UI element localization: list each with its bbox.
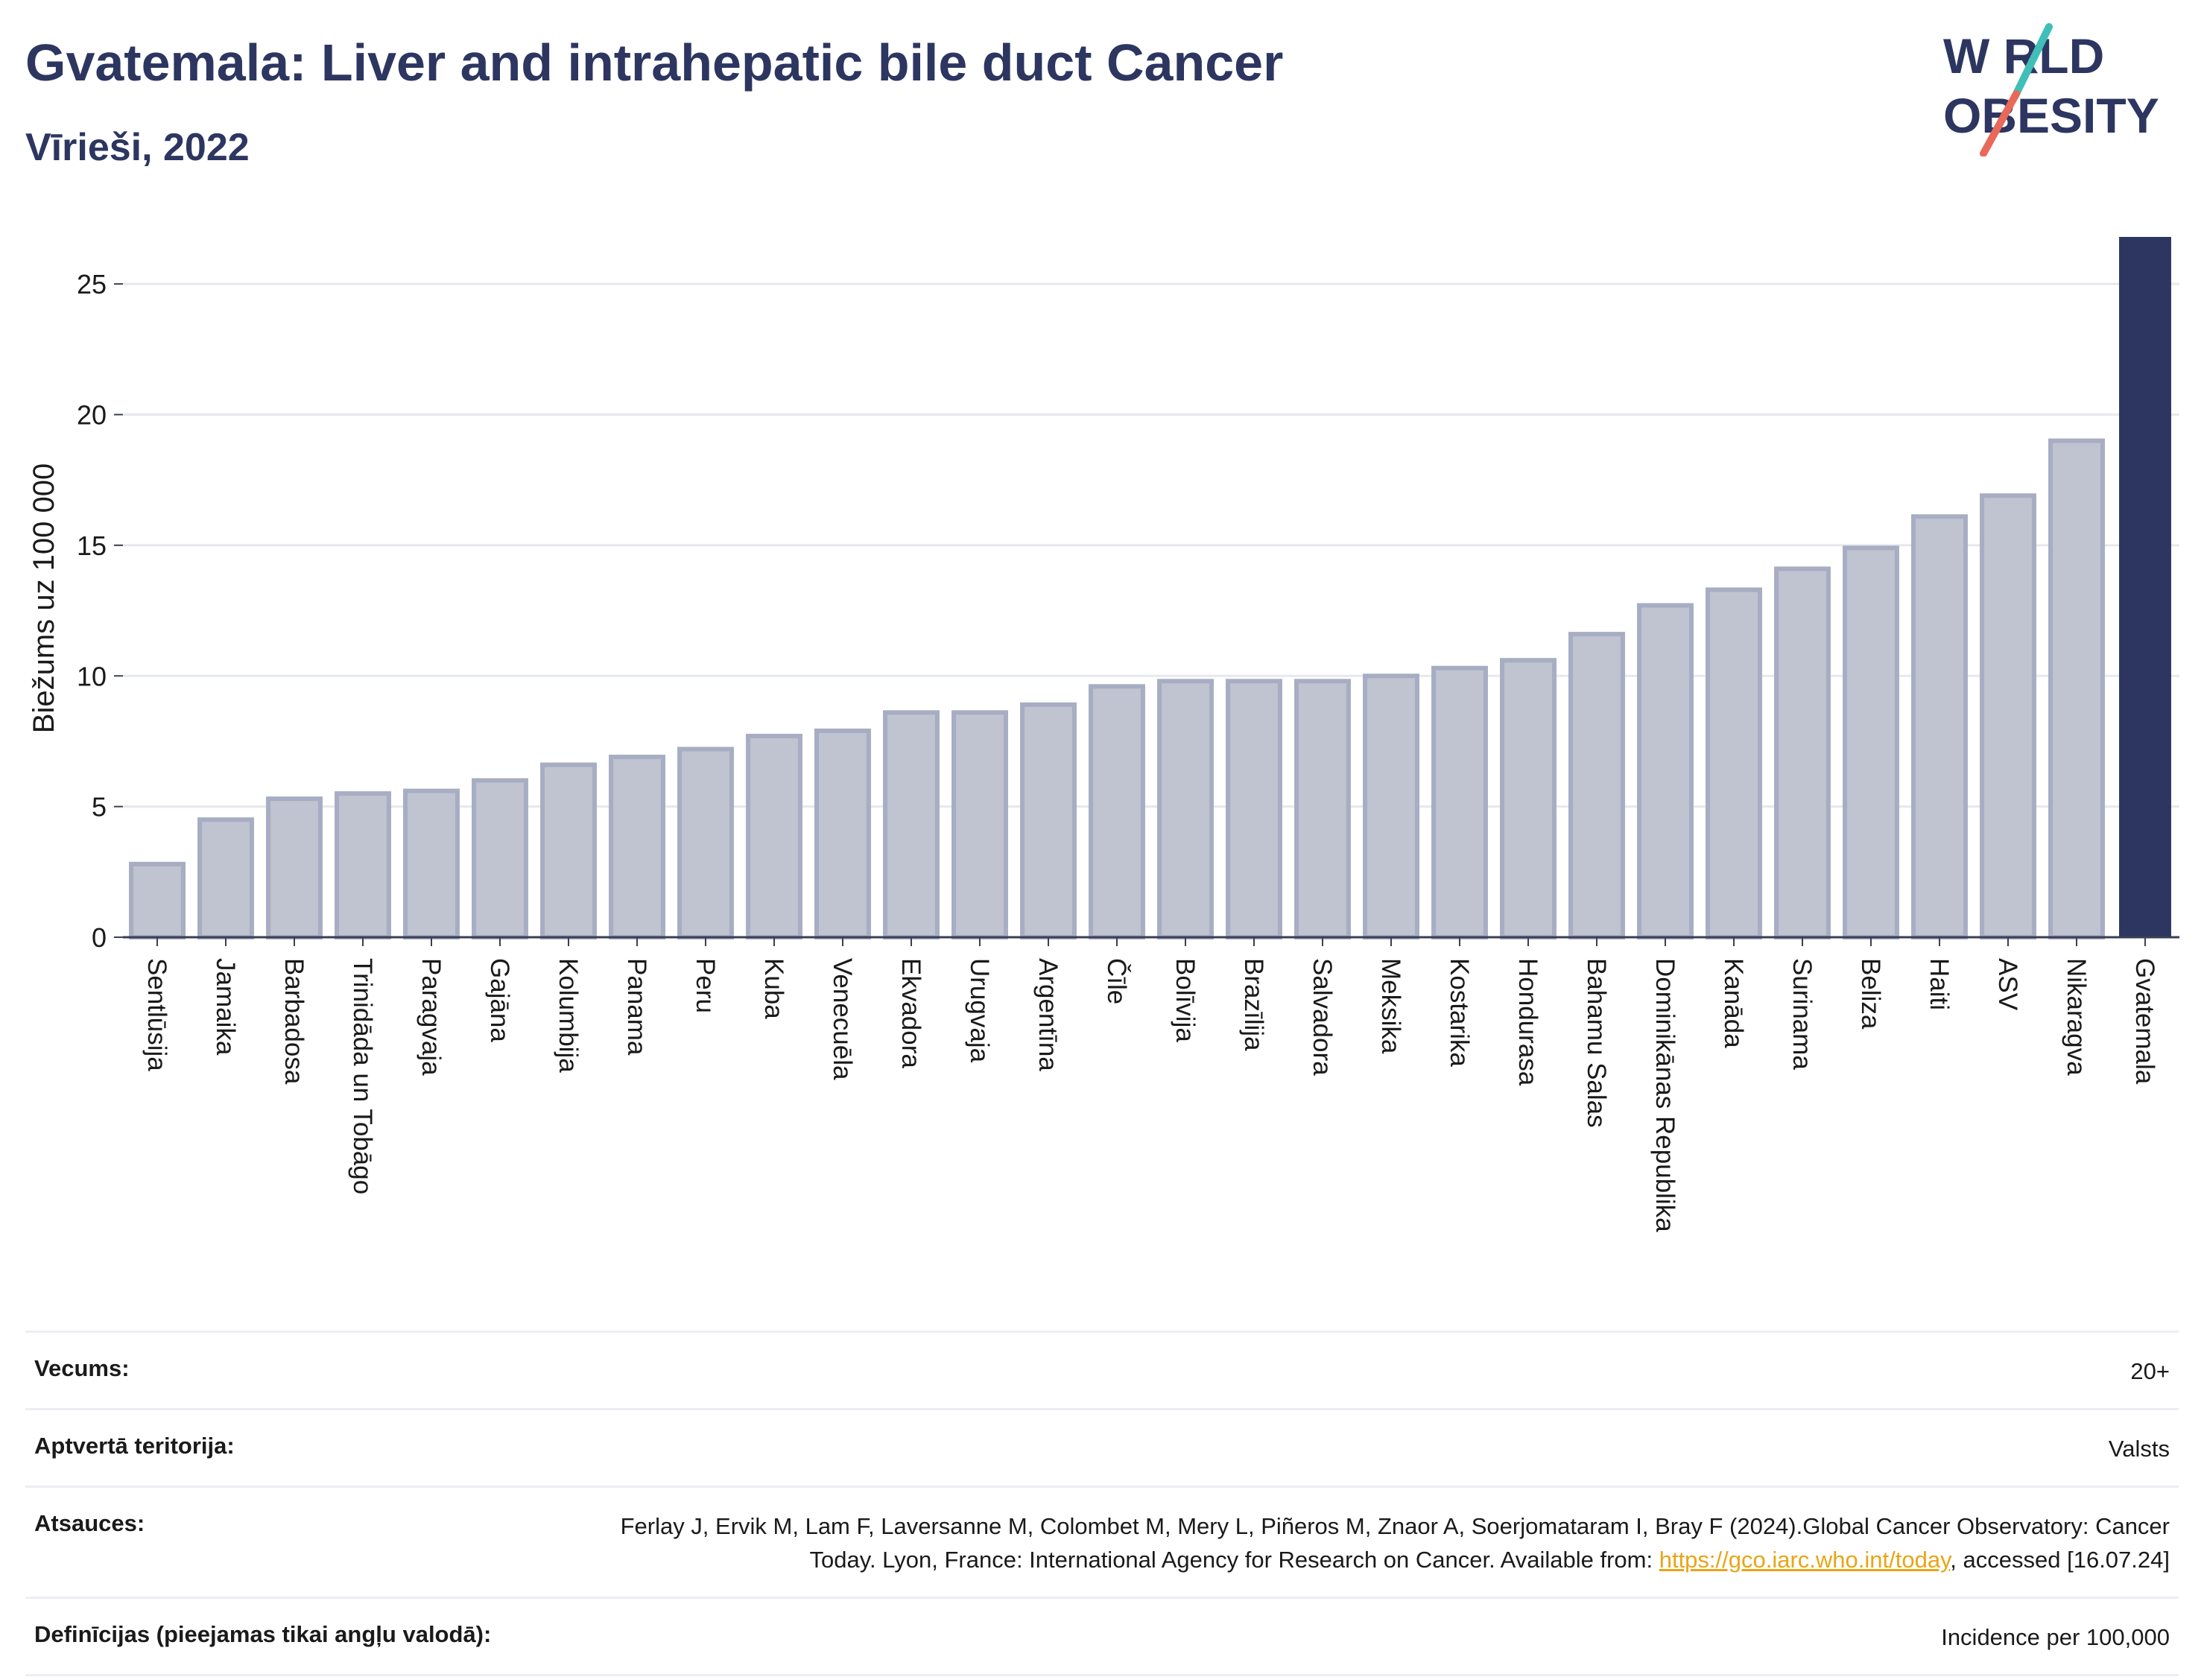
x-tick-label: Ekvadora (896, 958, 925, 1068)
bar-28 (2048, 438, 2105, 939)
x-tick-label: Peru (691, 958, 720, 1013)
meta-territory-label: Aptvertā teritorija: (34, 1432, 235, 1459)
bar-3 (335, 791, 391, 940)
logo-slash-coral (1980, 90, 2020, 156)
meta-def-value: Incidence per 100,000 (1941, 1623, 2170, 1650)
x-tick-label: Haiti (1925, 958, 1954, 1010)
meta-row-territory: Aptvertā teritorija: Valsts (25, 1407, 2179, 1486)
axes (114, 283, 2179, 946)
bar-15 (1157, 679, 1214, 940)
bar-6 (540, 762, 597, 939)
x-tick-label: Surinama (1787, 958, 1817, 1070)
bar-17 (1294, 679, 1351, 940)
meta-age-label: Vecums: (34, 1355, 130, 1381)
bar-20 (1500, 658, 1557, 940)
world-obesity-logo: W RLD OBESITY (1943, 23, 2159, 156)
bar-4 (403, 788, 460, 939)
y-tick-label: 25 (77, 269, 107, 299)
meta-def-label: Definīcijas (pieejamas tikai angļu valod… (34, 1620, 492, 1647)
bar-21 (1568, 632, 1625, 939)
x-tick-label: Kolumbija (554, 958, 583, 1073)
meta-refs-link[interactable]: https://gco.iarc.who.int/today (1659, 1546, 1951, 1573)
bar-1 (197, 817, 254, 939)
x-tick-label: Kostarika (1445, 958, 1474, 1067)
bar-25 (1843, 545, 1899, 939)
y-tick-label: 15 (77, 530, 107, 561)
x-tick-label: Paragvaja (417, 958, 446, 1076)
x-tick-label: Jamaika (211, 958, 240, 1056)
bar-2 (266, 796, 323, 940)
bar-29 (2119, 237, 2171, 937)
x-tick-label: Sentlūsija (142, 958, 171, 1071)
meta-territory-value: Valsts (2108, 1435, 2170, 1462)
x-tick-label: Urugvaja (965, 958, 994, 1063)
bar-22 (1637, 603, 1694, 939)
bar-8 (677, 747, 734, 940)
bar-18 (1363, 673, 1419, 939)
metadata-table: Vecums: 20+ Aptvertā teritorija: Valsts … (25, 1331, 2179, 1676)
grid-lines (123, 282, 2179, 808)
meta-row-definitions: Definīcijas (pieejamas tikai angļu valod… (25, 1596, 2179, 1676)
bar-13 (1020, 702, 1077, 939)
bar-12 (951, 710, 1008, 939)
bar-14 (1089, 684, 1145, 939)
x-tick-label: Salvadora (1308, 958, 1337, 1076)
bar-26 (1911, 514, 1968, 939)
y-axis-label: Biežums uz 100 000 (28, 463, 60, 733)
x-tick-label: Hondurasa (1513, 958, 1542, 1086)
meta-refs-label: Atsauces: (34, 1509, 145, 1536)
meta-row-age: Vecums: 20+ (25, 1331, 2179, 1408)
bar-0 (129, 861, 186, 939)
bar-24 (1774, 566, 1831, 939)
meta-refs-value: Ferlay J, Ervik M, Lam F, Laversanne M, … (605, 1510, 2170, 1577)
bar-5 (472, 778, 528, 939)
x-tick-label: Nikaragva (2062, 958, 2091, 1076)
chart-title: Gvatemala: Liver and intrahepatic bile d… (25, 34, 1284, 92)
x-tick-label: Dominikānas Republika (1650, 958, 1679, 1232)
x-tick-label: Venecuēla (828, 958, 857, 1080)
bar-chart: 0 5 10 15 20 25 Sentlūsija Jamaika Barbadosa Trin… (28, 237, 2179, 1232)
meta-age-value: 20+ (2130, 1358, 2170, 1384)
bar-27 (1980, 493, 2036, 939)
x-tick-label: Argentīna (1033, 958, 1063, 1071)
bar-11 (883, 710, 940, 939)
x-tick-label: Panama (622, 958, 651, 1056)
x-tick-label: Gajāna (485, 958, 514, 1042)
logo-slash-teal (2011, 23, 2053, 101)
y-tick-label: 20 (77, 400, 107, 431)
x-tick-label: Bolīvija (1171, 958, 1200, 1042)
bar-23 (1706, 587, 1762, 939)
meta-refs-tail: , accessed [16.07.24] (1950, 1546, 2170, 1573)
x-tick-label: Meksika (1376, 958, 1405, 1054)
x-tick-label: Trinidāda un Tobāgo (348, 958, 377, 1194)
bar-19 (1431, 665, 1488, 939)
x-tick-label: Gvatemala (2130, 958, 2159, 1085)
bar-10 (814, 728, 871, 939)
x-tick-label: Barbadosa (279, 958, 308, 1085)
x-tick-label: Bahamu Salas (1582, 958, 1611, 1128)
bar-9 (746, 733, 802, 939)
x-tick-label: Čīle (1102, 958, 1131, 1004)
y-tick-label: 5 (92, 792, 107, 822)
y-tick-label: 0 (92, 922, 107, 953)
labels: 0 5 10 15 20 25 Sentlūsija Jamaika Barbadosa Trin… (28, 269, 2159, 1232)
bar-7 (609, 754, 665, 939)
x-tick-label: ASV (1993, 958, 2022, 1011)
x-tick-label: Kanāda (1719, 958, 1748, 1048)
logo-line2: OBESITY (1943, 88, 2159, 143)
x-tick-label: Kuba (759, 958, 788, 1019)
bar-16 (1226, 679, 1282, 940)
y-tick-label: 10 (77, 661, 107, 691)
x-tick-label: Beliza (1856, 958, 1885, 1030)
bars (129, 237, 2171, 940)
chart-subtitle: Vīrieši, 2022 (25, 126, 250, 169)
meta-refs-text: Ferlay J, Ervik M, Lam F, Laversanne M, … (620, 1512, 2170, 1573)
x-tick-label: Brazīlija (1239, 958, 1268, 1051)
meta-row-references: Atsauces: Ferlay J, Ervik M, Lam F, Lave… (25, 1485, 2179, 1597)
